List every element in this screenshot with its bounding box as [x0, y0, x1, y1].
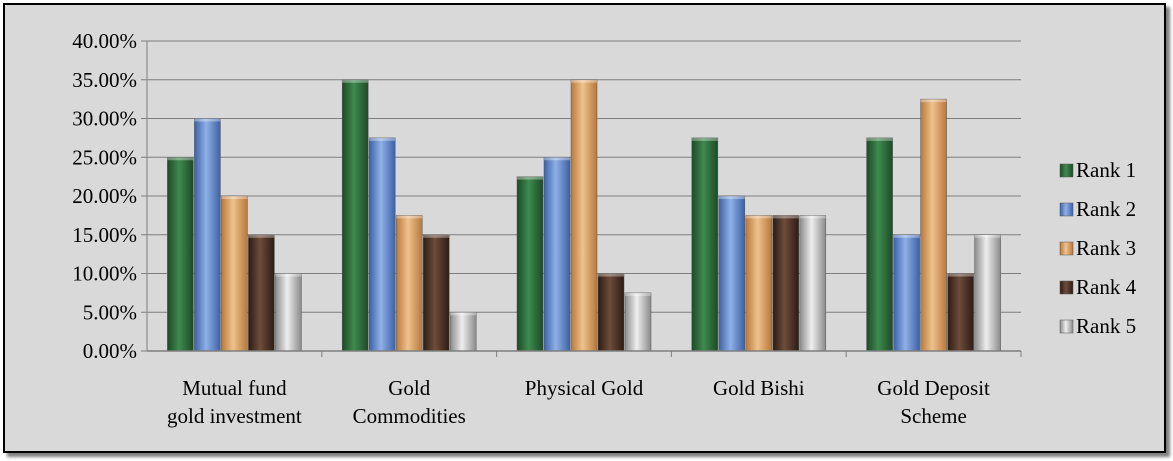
y-tick-label: 20.00% — [72, 184, 137, 208]
bar-rank-1 — [866, 137, 893, 352]
bar-rank-4 — [772, 215, 800, 352]
y-tick-label: 35.00% — [72, 68, 137, 92]
bar-rank-2 — [368, 137, 396, 352]
bar-rank-2 — [194, 118, 221, 352]
legend-swatch — [1059, 280, 1074, 295]
bar-rank-5 — [275, 273, 302, 352]
y-tick-label: 30.00% — [72, 107, 137, 131]
bar-rank-1 — [341, 79, 369, 352]
bar-bevel — [450, 312, 477, 316]
bar-rank-3 — [920, 98, 947, 352]
bar-rank-3 — [395, 215, 423, 352]
y-tick-label: 0.00% — [83, 339, 137, 363]
y-tick-label: 15.00% — [72, 223, 137, 247]
y-tick-label: 40.00% — [72, 29, 137, 53]
x-category-label: gold investment — [167, 404, 302, 428]
legend: Rank 1 Rank 2 Rank 3 Rank 4 Rank 5 — [1059, 158, 1137, 338]
bar-rank-5 — [449, 312, 477, 352]
bar-bevel — [974, 234, 1001, 238]
bar-rank-5 — [799, 215, 827, 352]
bar-rank-5 — [624, 292, 652, 352]
legend-swatch — [1059, 163, 1074, 178]
legend-swatch — [1059, 319, 1074, 334]
chart-frame: 0.00% 5.00% 10.00% 15.00% 20.00% 25.00% 30.00%… — [3, 3, 1166, 453]
bar-bevel — [718, 196, 745, 199]
bar-bevel — [947, 273, 974, 277]
bar-rank-2 — [893, 234, 920, 352]
bar-rank-3 — [745, 215, 773, 352]
bar-bevel — [544, 157, 570, 161]
bar-bevel — [893, 234, 920, 238]
bar-rank-4 — [248, 234, 275, 352]
x-category-label: Commodities — [353, 404, 466, 428]
x-category-label: Scheme — [900, 404, 966, 428]
bar-rank-4 — [947, 273, 974, 352]
x-category-label: Gold Bishi — [713, 376, 805, 400]
bar-rank-2 — [718, 195, 746, 352]
legend-label: Rank 2 — [1076, 197, 1136, 221]
bar-bevel — [598, 273, 624, 277]
bar-bevel — [745, 215, 772, 219]
legend-label: Rank 3 — [1076, 236, 1136, 260]
bar-rank-4 — [422, 234, 450, 352]
bar-rank-3 — [221, 195, 248, 352]
bar-bevel — [691, 137, 718, 141]
y-axis-ticks: 0.00% 5.00% 10.00% 15.00% 20.00% 25.00% 30.00%… — [72, 29, 147, 363]
x-axis-categories: Mutual fund gold investment Gold Commoditie… — [167, 351, 1022, 428]
x-category-label: Mutual fund — [182, 376, 287, 400]
x-category-label: Gold Deposit — [877, 376, 990, 400]
bar-bevel — [866, 137, 893, 141]
bar-bevel — [342, 79, 369, 83]
bar-rank-5 — [974, 234, 1001, 352]
bar-bevel — [369, 137, 396, 141]
bar-rank-1 — [691, 137, 719, 352]
bar-bevel — [625, 292, 651, 296]
bar-bevel — [571, 79, 597, 83]
bar-bevel — [396, 215, 423, 219]
bar-bevel — [517, 176, 543, 180]
bar-rank-1 — [516, 176, 544, 352]
legend-swatch — [1059, 202, 1074, 217]
bar-bevel — [799, 215, 826, 219]
legend-label: Rank 5 — [1076, 314, 1136, 338]
y-tick-label: 5.00% — [83, 300, 137, 324]
bar-bevel — [194, 118, 221, 122]
x-category-label: Gold — [388, 376, 431, 400]
bar-rank-4 — [597, 273, 625, 352]
bar-bevel — [167, 157, 194, 161]
bar-bevel — [920, 99, 947, 103]
y-tick-label: 25.00% — [72, 145, 137, 169]
x-category-label: Physical Gold — [525, 376, 644, 400]
bar-bevel — [221, 196, 248, 199]
legend-label: Rank 1 — [1076, 158, 1136, 182]
bar-bevel — [275, 273, 302, 277]
grouped-bar-chart: 0.00% 5.00% 10.00% 15.00% 20.00% 25.00% 30.00%… — [72, 29, 1137, 428]
bar-rank-3 — [570, 79, 598, 352]
bars — [167, 79, 1001, 352]
bar-bevel — [423, 234, 450, 238]
legend-swatch — [1059, 241, 1074, 256]
bar-rank-2 — [543, 157, 571, 352]
legend-label: Rank 4 — [1076, 275, 1137, 299]
bar-bevel — [772, 215, 799, 219]
bar-rank-1 — [167, 157, 194, 352]
bar-bevel — [248, 234, 275, 238]
y-tick-label: 10.00% — [72, 262, 137, 286]
